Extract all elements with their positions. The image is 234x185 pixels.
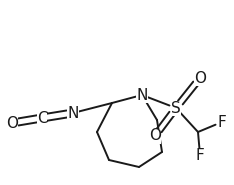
Text: O: O: [194, 70, 206, 85]
Text: N: N: [136, 88, 148, 102]
Text: F: F: [218, 115, 226, 130]
Text: O: O: [149, 129, 161, 144]
Text: C: C: [37, 110, 47, 125]
Text: N: N: [67, 105, 79, 120]
Text: S: S: [171, 100, 181, 115]
Text: O: O: [6, 115, 18, 130]
Text: F: F: [196, 147, 204, 162]
